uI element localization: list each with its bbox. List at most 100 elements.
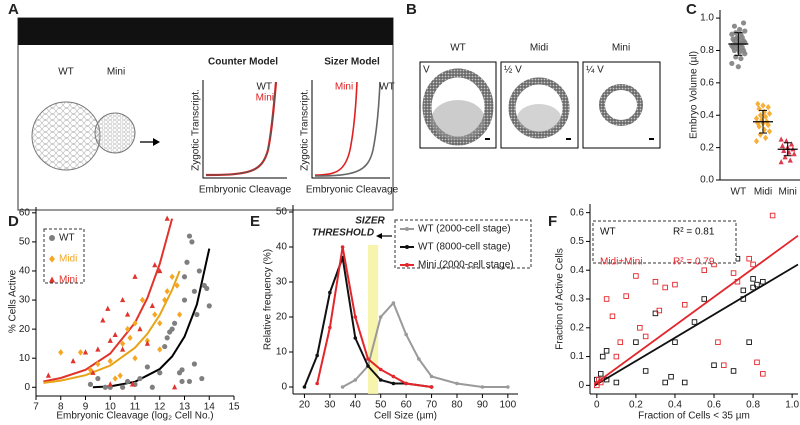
- point: [746, 255, 752, 262]
- point: [132, 320, 138, 327]
- point: [70, 358, 76, 364]
- legend-label: Midi: [59, 254, 77, 265]
- point: [164, 288, 170, 295]
- point: [164, 335, 170, 341]
- point: [302, 385, 307, 389]
- fit-line: [92, 248, 211, 389]
- point: [58, 349, 64, 356]
- point: [757, 112, 763, 119]
- point: [391, 381, 396, 386]
- model-axes: [202, 80, 287, 179]
- point: [681, 379, 688, 386]
- panel-letter: D: [8, 213, 19, 230]
- legend-swatch: [49, 235, 55, 241]
- point: [340, 245, 345, 249]
- point: [672, 281, 678, 288]
- embryo-image: [422, 68, 494, 146]
- point: [120, 340, 126, 347]
- y-tick-label: 20: [276, 312, 288, 323]
- x-tick-label: 8: [58, 402, 64, 413]
- x-tick-label: 9: [83, 402, 89, 413]
- point: [760, 278, 766, 285]
- point: [769, 212, 776, 219]
- y-axis-label: Relative frequency (%): [263, 249, 274, 350]
- point: [353, 315, 358, 319]
- point: [157, 346, 163, 353]
- y-tick-label: 0.4: [570, 265, 584, 276]
- x-tick-label: Mini: [778, 187, 796, 198]
- point: [731, 23, 738, 29]
- model-x-label: Embryonic Cleavage: [199, 185, 292, 196]
- point: [455, 381, 459, 386]
- annotation-arrow-head: [376, 233, 382, 239]
- x-tick-label: 15: [228, 402, 240, 413]
- x-tick-label: 80: [451, 400, 463, 411]
- point: [137, 326, 143, 332]
- x-tick-label: 13: [179, 402, 191, 413]
- arrow-head: [153, 138, 160, 146]
- point: [144, 340, 150, 346]
- y-tick-label: 0.6: [570, 207, 584, 218]
- volume-label: ½ V: [504, 65, 522, 76]
- legend-label: WT (8000-cell stage): [418, 242, 511, 253]
- point: [120, 296, 126, 303]
- y-tick-label: 50: [276, 207, 288, 218]
- point: [603, 296, 610, 302]
- y-tick-label: 0.0: [700, 175, 714, 186]
- embryo-image: [517, 104, 561, 132]
- x-tick-label: 50: [375, 400, 387, 411]
- point: [761, 126, 767, 134]
- y-tick-label: 0: [24, 382, 30, 393]
- point: [404, 381, 408, 386]
- model-y-label: Zygotic Transcript.: [191, 89, 202, 171]
- point: [139, 296, 146, 304]
- point: [149, 302, 155, 308]
- point: [681, 302, 688, 308]
- point: [172, 320, 178, 326]
- point: [613, 379, 620, 386]
- point: [721, 362, 727, 368]
- point: [730, 270, 737, 276]
- x-tick-label: 12: [154, 402, 166, 413]
- point: [107, 337, 113, 343]
- point: [100, 317, 106, 323]
- model-x-label: Embryonic Cleavage: [306, 185, 399, 196]
- embryo-image: [599, 84, 643, 126]
- point: [189, 239, 195, 245]
- point: [87, 366, 94, 374]
- y-tick-label: 0.2: [570, 322, 584, 333]
- point: [761, 108, 767, 116]
- point: [778, 159, 784, 165]
- point: [162, 296, 168, 304]
- point: [124, 378, 131, 385]
- point: [740, 287, 747, 294]
- point: [174, 282, 180, 289]
- embryo-mini: [94, 112, 136, 154]
- point: [181, 274, 188, 280]
- point: [82, 349, 89, 355]
- y-tick-label: 1.0: [700, 13, 714, 24]
- point: [672, 339, 678, 345]
- y-tick-label: 0: [281, 382, 287, 393]
- scale-bar: [485, 138, 490, 140]
- legend-swatch: [49, 255, 55, 263]
- point: [328, 290, 332, 295]
- point: [730, 368, 737, 374]
- point: [755, 100, 761, 108]
- x-tick-label: 7: [33, 402, 39, 413]
- embryo-image: [508, 77, 570, 139]
- x-tick-label: 60: [401, 400, 413, 411]
- point: [750, 261, 756, 268]
- point: [120, 346, 126, 352]
- point: [340, 385, 345, 389]
- scale-bar: [649, 138, 654, 140]
- y-tick-label: 0.4: [700, 110, 714, 121]
- panel-letter: C: [686, 1, 697, 18]
- embryo-label: WT: [58, 67, 74, 78]
- fit-line: [594, 263, 799, 387]
- legend-stat: R² = 0.79: [673, 257, 715, 268]
- point: [120, 384, 126, 390]
- x-tick-label: Midi: [754, 187, 772, 198]
- legend-box: [394, 219, 532, 269]
- point: [184, 259, 190, 265]
